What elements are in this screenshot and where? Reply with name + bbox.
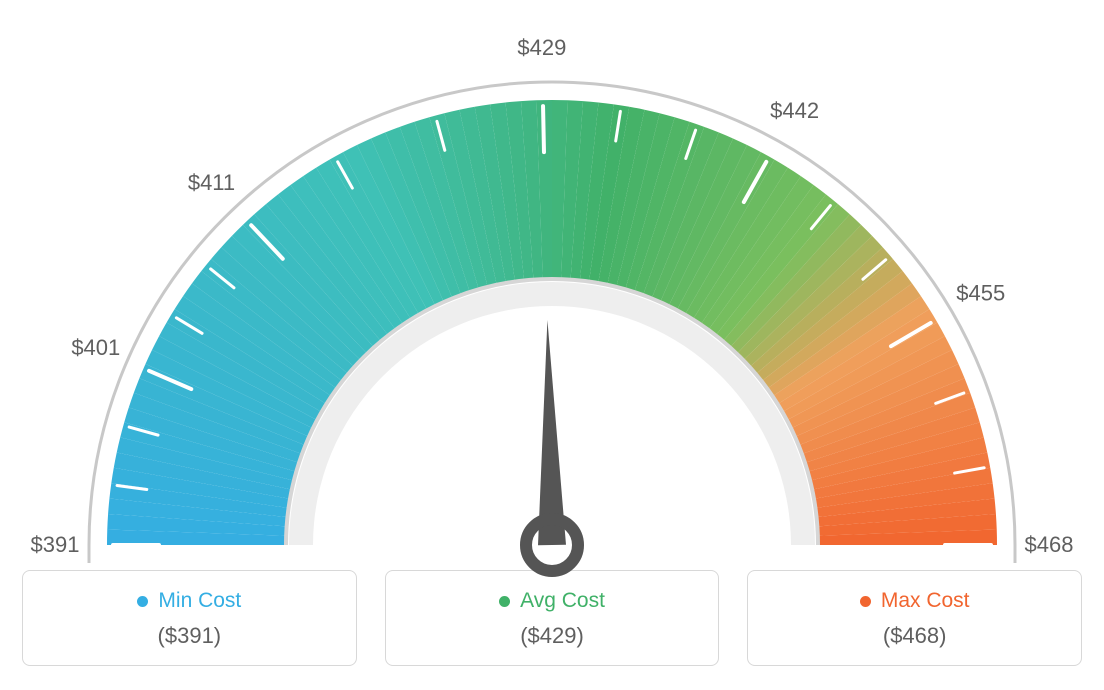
min-cost-label: Min Cost bbox=[158, 589, 241, 613]
avg-dot-icon bbox=[499, 596, 510, 607]
gauge-svg: $391 $401 $411 $429 $442 $455 $468 bbox=[22, 20, 1082, 580]
gauge-tick-label: $429 bbox=[517, 35, 566, 60]
max-cost-label: Max Cost bbox=[881, 589, 970, 613]
gauge-tick-label: $442 bbox=[770, 98, 819, 123]
min-cost-value: ($391) bbox=[33, 623, 346, 649]
avg-cost-label: Avg Cost bbox=[520, 589, 605, 613]
gauge-tick-label: $455 bbox=[956, 281, 1005, 306]
max-cost-value: ($468) bbox=[758, 623, 1071, 649]
cost-gauge: $391 $401 $411 $429 $442 $455 $468 bbox=[22, 20, 1082, 580]
gauge-tick-label: $401 bbox=[71, 335, 120, 360]
max-cost-title: Max Cost bbox=[758, 589, 1071, 613]
avg-cost-card: Avg Cost ($429) bbox=[385, 570, 720, 666]
max-cost-card: Max Cost ($468) bbox=[747, 570, 1082, 666]
min-cost-title: Min Cost bbox=[33, 589, 346, 613]
max-dot-icon bbox=[860, 596, 871, 607]
gauge-tick-label: $391 bbox=[31, 532, 80, 557]
avg-cost-value: ($429) bbox=[396, 623, 709, 649]
gauge-tick-label: $411 bbox=[188, 170, 235, 195]
avg-cost-title: Avg Cost bbox=[396, 589, 709, 613]
min-cost-card: Min Cost ($391) bbox=[22, 570, 357, 666]
summary-cards: Min Cost ($391) Avg Cost ($429) Max Cost… bbox=[22, 570, 1082, 666]
min-dot-icon bbox=[137, 596, 148, 607]
gauge-tick-label: $468 bbox=[1025, 532, 1074, 557]
